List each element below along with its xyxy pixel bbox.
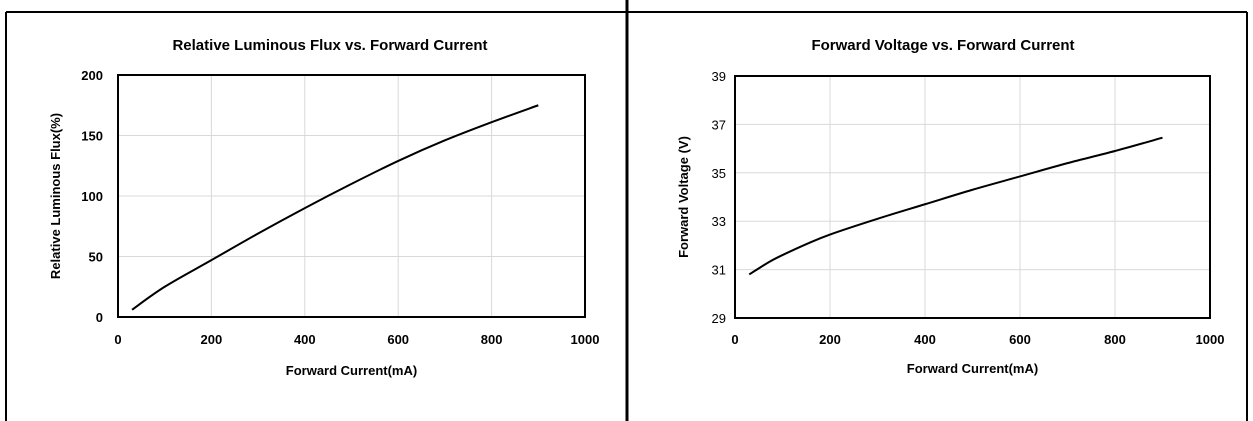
- y-tick-label: 150: [81, 129, 103, 144]
- series-line-voltage: [748, 136, 1163, 276]
- y-axis-label-flux: Relative Luminous Flux(%): [48, 113, 63, 279]
- x-tick-label: 200: [819, 332, 841, 347]
- y-tick-label: 37: [712, 117, 726, 132]
- x-tick-label: 1000: [571, 332, 600, 347]
- chart-title-flux: Relative Luminous Flux vs. Forward Curre…: [172, 37, 487, 54]
- y-tick-label: 29: [712, 311, 726, 326]
- y-tick-label: 33: [712, 214, 726, 229]
- x-tick-label: 0: [731, 332, 738, 347]
- chart-panel-flux: Relative Luminous Flux vs. Forward Curre…: [48, 37, 599, 378]
- x-tick-label: 400: [914, 332, 936, 347]
- y-axis-label-voltage: Forward Voltage (V): [676, 136, 691, 258]
- plot-area-voltage: [734, 75, 1211, 319]
- x-tick-label: 600: [387, 332, 409, 347]
- y-tick-label: 39: [712, 69, 726, 84]
- x-tick-label: 200: [201, 332, 223, 347]
- chart-title-voltage: Forward Voltage vs. Forward Current: [811, 37, 1074, 54]
- y-tick-label: 31: [712, 263, 726, 278]
- x-axis-label-voltage: Forward Current(mA): [907, 361, 1038, 376]
- series-line-flux: [131, 104, 539, 311]
- y-tick-label: 0: [96, 310, 103, 325]
- x-tick-label: 400: [294, 332, 316, 347]
- x-tick-label: 800: [481, 332, 503, 347]
- plot-area-flux: [117, 74, 586, 318]
- x-tick-label: 1000: [1196, 332, 1225, 347]
- x-tick-label: 600: [1009, 332, 1031, 347]
- x-axis-label-flux: Forward Current(mA): [286, 363, 417, 378]
- x-tick-label: 0: [114, 332, 121, 347]
- chart-panel-voltage: Forward Voltage vs. Forward Current 0 200 4…: [676, 37, 1224, 376]
- y-tick-label: 100: [81, 189, 103, 204]
- y-tick-label: 35: [712, 166, 726, 181]
- y-tick-label: 50: [89, 250, 103, 265]
- x-tick-label: 800: [1104, 332, 1126, 347]
- y-tick-label: 200: [81, 68, 103, 83]
